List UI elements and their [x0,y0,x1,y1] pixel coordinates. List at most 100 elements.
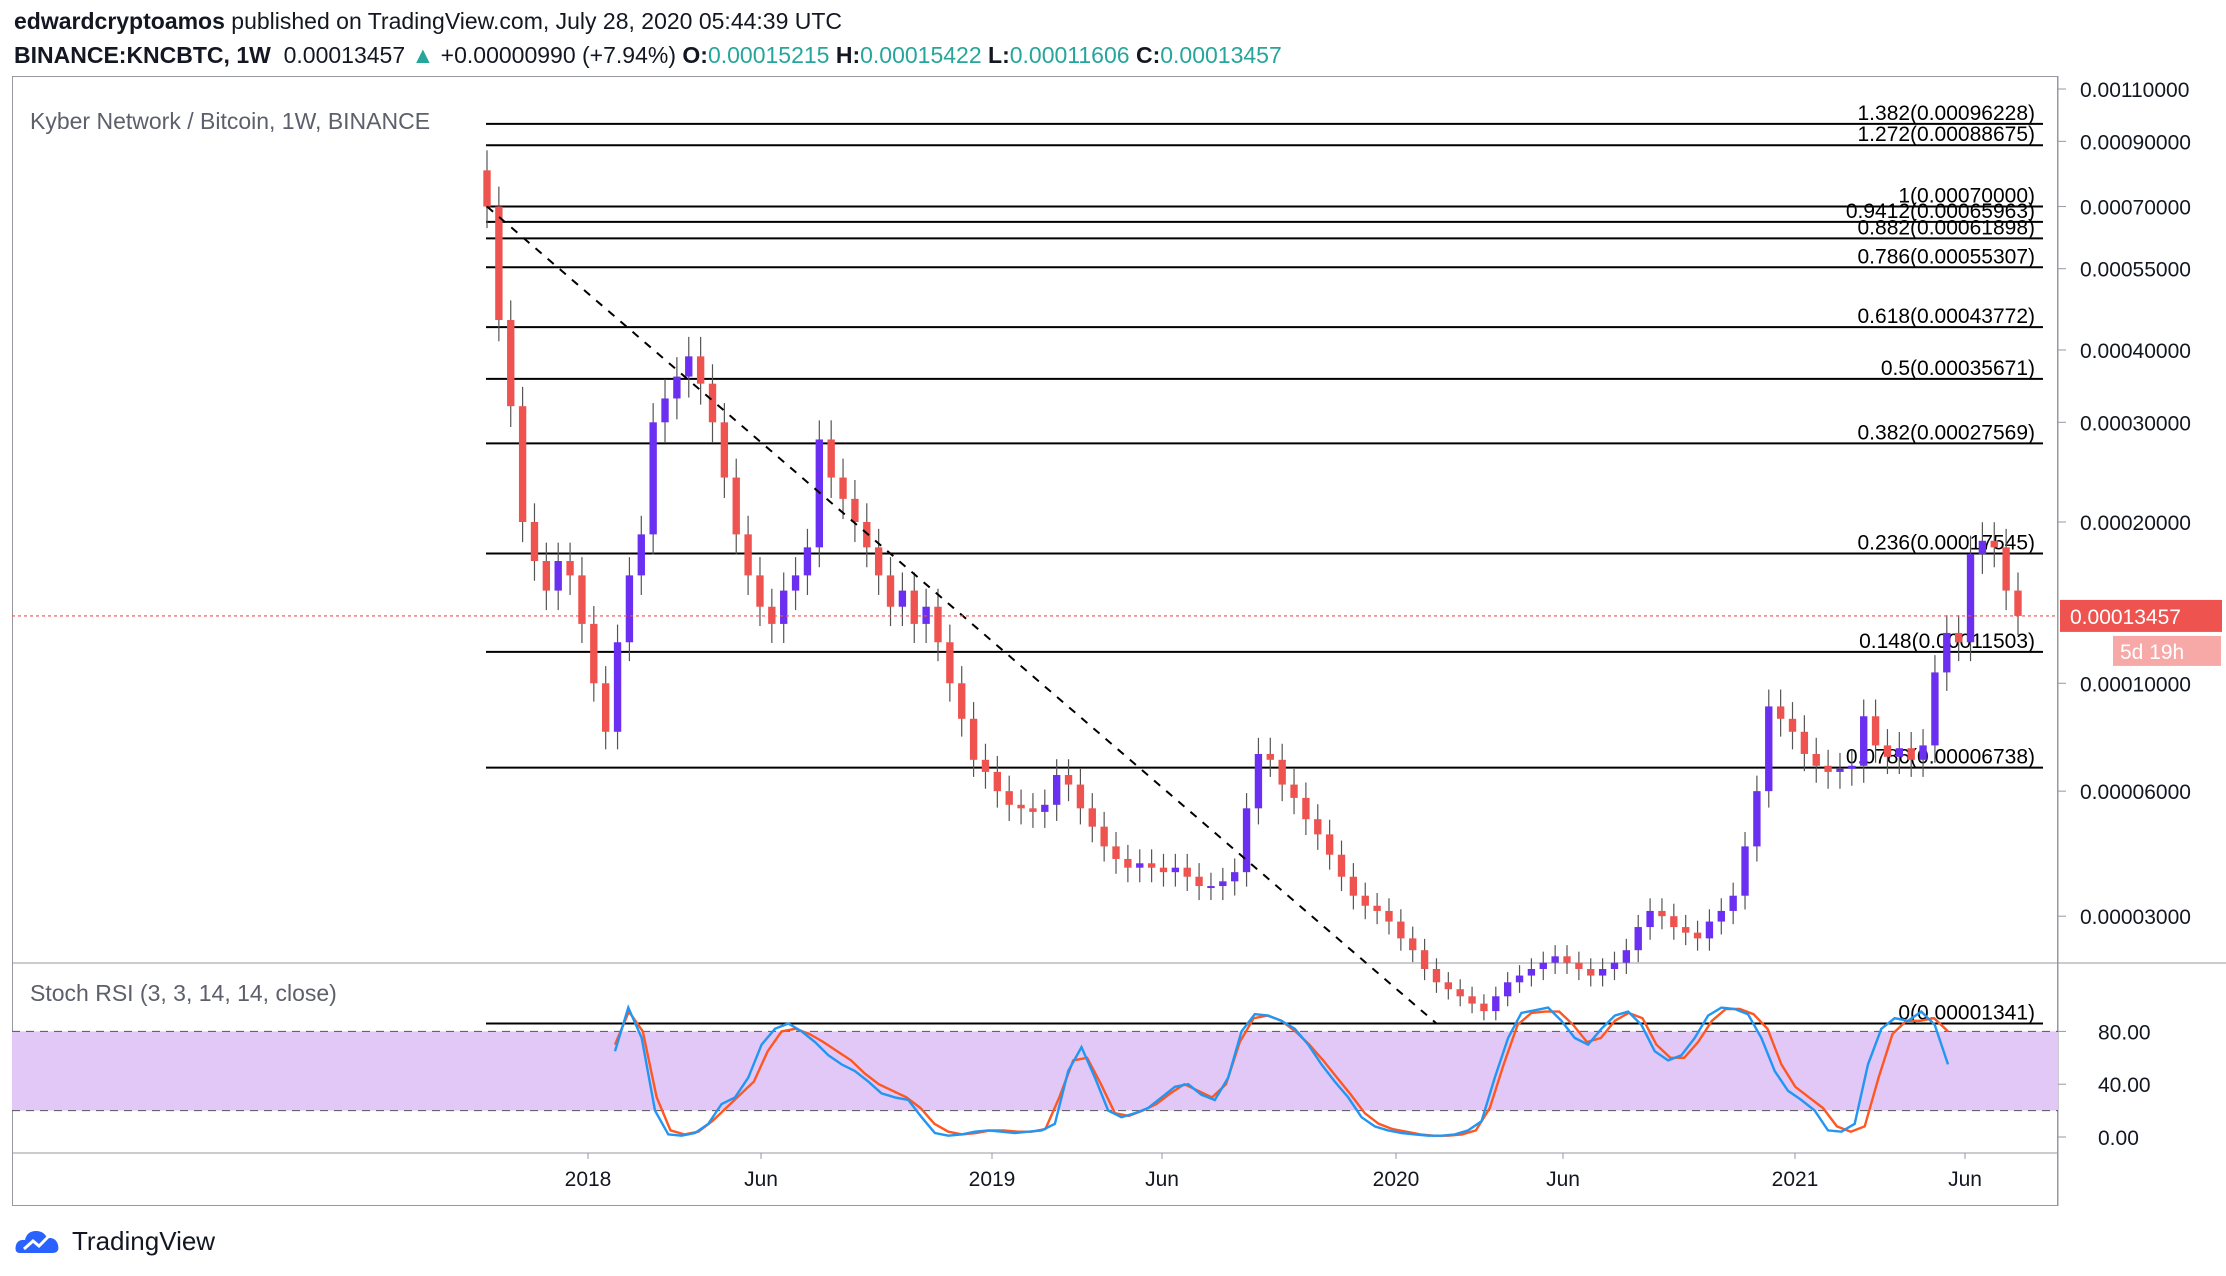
candle-body [922,606,930,624]
candle-body [661,398,669,423]
stoch-rsi-title: Stoch RSI (3, 3, 14, 14, close) [30,980,337,1006]
stoch-tick-label: 40.00 [2098,1074,2151,1097]
candle-body [483,170,491,207]
symbol-info: BINANCE:KNCBTC, 1W 0.00013457 ▲ +0.00000… [14,42,1282,69]
price-tick-label: 0.00006000 [2080,781,2191,804]
candle-body [1195,876,1203,887]
candle-body [566,561,574,576]
candle-body [946,642,954,684]
candle-body [1871,716,1880,746]
price-tick-label: 0.00070000 [2080,197,2191,220]
open-value: 0.00015215 [707,42,830,68]
candle-body [1124,858,1132,868]
candle-body [1254,753,1263,809]
price-tick-label: 0.00055000 [2080,259,2191,282]
candle-body [1302,797,1310,820]
candle-body [1456,989,1464,997]
candle-body [1527,968,1536,976]
candle-body [507,320,515,407]
candle-body [1551,956,1559,963]
candle-body [851,498,859,522]
candle-body [1159,867,1168,873]
time-tick-label: Jun [1948,1168,1982,1191]
candle-body [1207,886,1215,889]
candle-body [602,683,610,732]
price-tick-label: 0.00020000 [2080,512,2191,535]
candle-body [1290,784,1298,798]
candle-body [1587,968,1595,976]
stoch-band [12,1031,2058,1111]
published-text: published on TradingView.com, July 28, 2… [231,8,843,34]
candle-body [554,561,562,591]
candle-body [1349,876,1358,896]
candle-body [1231,872,1239,882]
candle-body [708,383,717,423]
candle-body [530,522,539,562]
candle-body [1682,927,1690,933]
candle-body [1765,706,1773,792]
fib-level-label: 0.9412(0.00065963) [1846,200,2035,223]
price-tick-label: 0.00040000 [2080,340,2191,363]
candle-body [1622,950,1631,963]
candle-body [1717,910,1725,922]
candle-body [886,575,895,607]
candle-body [1954,632,1963,643]
close-label: C: [1135,42,1161,68]
stoch-tick-label: 80.00 [2098,1021,2151,1044]
candle-body [1907,748,1915,760]
candle-body [1219,881,1227,887]
fib-level-label: 0.618(0.00043772) [1858,305,2036,328]
fib-level-label: 0.236(0.00017545) [1858,531,2036,554]
candle-body [1278,759,1286,785]
candle-body [1836,768,1844,772]
candle-body [1978,540,1987,555]
fib-level-label: 1.272(0.00088675) [1858,123,2036,146]
price-tick-label: 0.00090000 [2080,131,2191,154]
low-label: L: [988,42,1010,68]
price-tick-label: 0.00003000 [2080,906,2191,929]
tradingview-footer[interactable]: TradingView [14,1225,215,1257]
fib-level-label: 0.5(0.00035671) [1881,357,2035,380]
candle-body [1183,867,1191,877]
time-tick-label: 2021 [1772,1168,1819,1191]
candle-body [1112,846,1120,859]
low-value: 0.00011606 [1009,42,1130,68]
candle-body [590,623,598,684]
candle-body [1017,804,1025,809]
candle-body [1088,808,1096,827]
candle-body [1468,996,1476,1004]
countdown-label: 5d 19h [2120,641,2184,664]
candle-body [1966,554,1975,643]
candle-body [744,534,752,576]
candle-body [649,422,657,535]
candle-body [1492,996,1500,1012]
stoch-tick-label: 0.00 [2098,1127,2139,1150]
close-value: 0.00013457 [1160,42,1282,68]
candle-body [768,606,776,624]
candle-body [1397,921,1405,939]
candle-body [732,477,740,535]
candle-body [1860,716,1868,766]
change-arrow-icon: ▲ [411,42,435,68]
candle-body [673,376,681,399]
candle-body [756,575,764,607]
candle-body [1147,863,1156,868]
candle-body [518,406,527,522]
last-price-tag-label: 0.00013457 [2070,606,2181,629]
author-name[interactable]: edwardcryptoamos [14,8,225,34]
candle-body [1812,753,1820,766]
candle-body [1598,968,1607,976]
candle-body [1990,540,1998,548]
time-tick-label: Jun [744,1168,778,1191]
high-label: H: [835,42,861,68]
candle-body [1800,731,1809,754]
candle-body [1432,968,1441,983]
time-axis: 2018 Jun 2019 Jun 2020 Jun 2021 Jun [565,1153,1982,1191]
candle-body [1444,982,1453,990]
stoch-rsi-pane: 80.00 40.00 0.00 [12,1004,2151,1150]
publish-info: edwardcryptoamos published on TradingVie… [14,8,842,35]
candle-body [827,439,835,478]
tradingview-cloud-icon [15,1231,59,1253]
last-price: 0.00013457 [283,42,406,68]
